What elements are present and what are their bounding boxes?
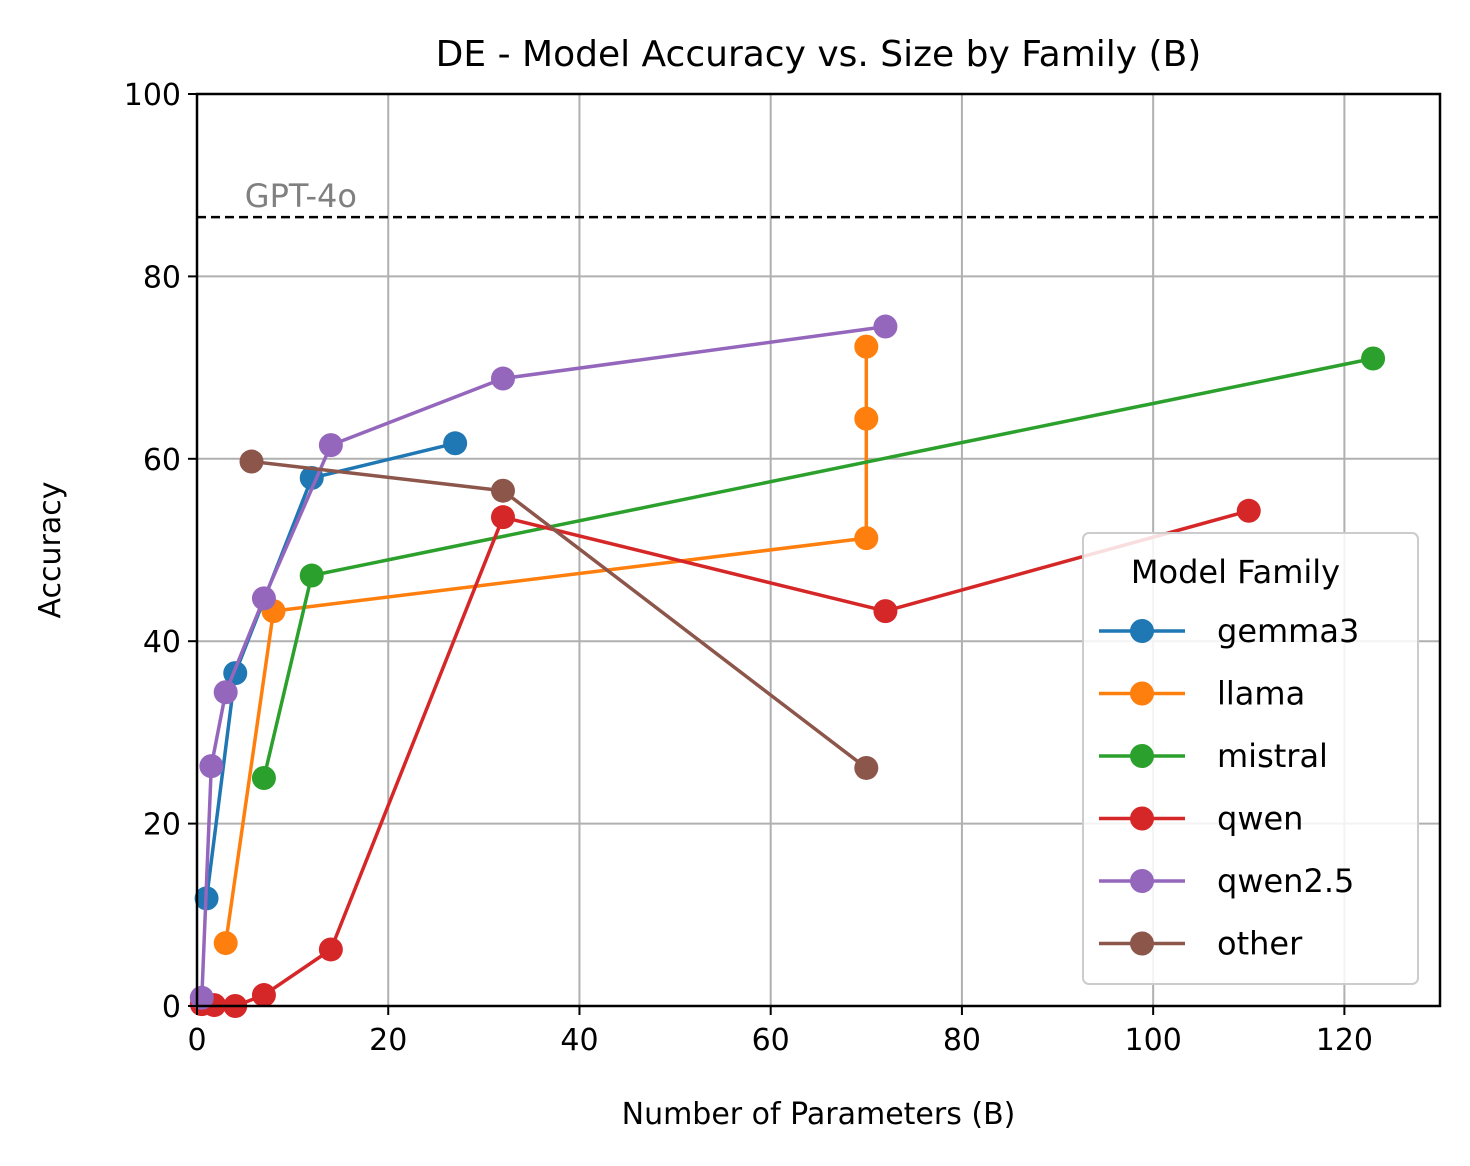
legend-label: gemma3 [1217, 612, 1359, 650]
data-point-llama [854, 406, 879, 431]
data-point-qwen2.5 [873, 314, 898, 339]
series-qwen2.5 [189, 314, 898, 1010]
data-point-qwen [490, 505, 515, 530]
legend-label: other [1217, 925, 1303, 963]
y-tick-label: 20 [143, 808, 181, 843]
data-point-other [490, 478, 515, 503]
legend-swatch-marker [1130, 619, 1154, 643]
data-point-llama [854, 334, 879, 359]
x-axis-title: Number of Parameters (B) [622, 1097, 1016, 1132]
legend-swatch-marker [1130, 869, 1154, 893]
data-point-llama [213, 931, 238, 956]
data-point-qwen2.5 [199, 754, 224, 779]
x-tick-label: 80 [943, 1023, 981, 1058]
legend-item-llama: llama [1099, 675, 1305, 713]
legend-title: Model Family [1131, 553, 1340, 591]
gpt4o-reference-label: GPT-4o [245, 177, 357, 215]
data-point-other [239, 449, 264, 474]
y-tick-label: 0 [162, 990, 181, 1025]
data-point-mistral [251, 766, 276, 790]
data-point-other [854, 755, 879, 780]
legend-label: mistral [1217, 737, 1328, 775]
legend-item-mistral: mistral [1099, 737, 1328, 775]
data-point-llama [854, 526, 879, 551]
x-tick-label: 120 [1316, 1023, 1373, 1058]
x-tick-label: 100 [1125, 1023, 1182, 1058]
x-tick-label: 0 [187, 1023, 206, 1058]
legend-item-qwen2.5: qwen2.5 [1099, 862, 1354, 900]
chart-title: DE - Model Accuracy vs. Size by Family (… [436, 34, 1202, 75]
legend-label: llama [1217, 675, 1305, 713]
axis-ticks: 0 20 40 60 80 100 120 0 20 40 60 80 100 [124, 78, 1373, 1058]
legend-item-qwen: qwen [1099, 800, 1303, 838]
legend: Model Family gemma3 llama mistral qwen qwen2.… [1082, 532, 1419, 985]
data-point-qwen2.5 [251, 586, 276, 611]
y-axis-title: Accuracy [33, 482, 68, 619]
data-point-gemma3 [443, 431, 468, 456]
data-point-qwen2.5 [490, 366, 515, 391]
legend-item-other: other [1099, 925, 1303, 963]
reference-line-group: GPT-4o [197, 177, 1440, 219]
data-point-qwen2.5 [318, 433, 343, 458]
legend-swatch-marker [1130, 744, 1154, 768]
legend-label: qwen2.5 [1217, 862, 1354, 900]
legend-swatch-marker [1130, 681, 1154, 706]
data-point-qwen [318, 937, 343, 962]
y-tick-label: 60 [143, 443, 181, 478]
legend-swatch-marker [1130, 806, 1154, 831]
y-tick-label: 80 [143, 260, 181, 295]
x-tick-label: 40 [560, 1023, 598, 1058]
x-tick-label: 60 [752, 1023, 790, 1058]
data-point-mistral [299, 563, 324, 588]
y-tick-label: 40 [143, 625, 181, 660]
data-point-mistral [1361, 346, 1386, 371]
data-point-qwen [251, 983, 276, 1008]
x-tick-label: 20 [369, 1023, 407, 1058]
series-group [189, 314, 1386, 1018]
series-other [239, 449, 879, 780]
legend-item-gemma3: gemma3 [1099, 612, 1359, 650]
plot-frame [195, 92, 1442, 1008]
data-point-qwen2.5 [213, 680, 238, 705]
legend-swatch-marker [1130, 931, 1154, 956]
data-point-qwen [873, 599, 898, 624]
legend-label: qwen [1217, 800, 1303, 838]
data-point-qwen [1236, 498, 1261, 523]
y-tick-label: 100 [124, 78, 181, 113]
series-mistral [251, 346, 1386, 790]
legend-box [1082, 532, 1419, 985]
